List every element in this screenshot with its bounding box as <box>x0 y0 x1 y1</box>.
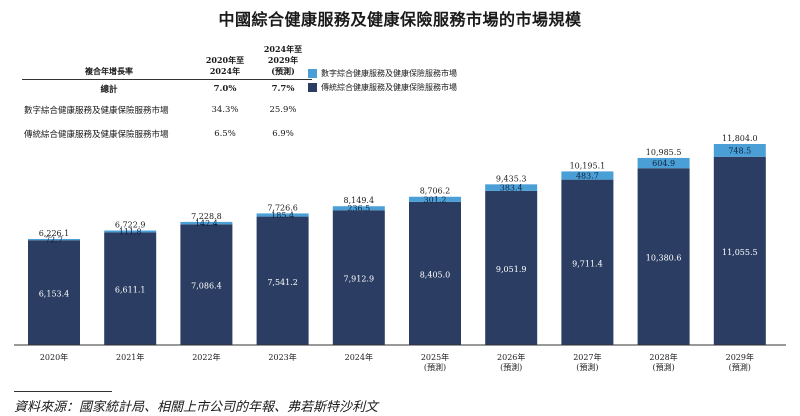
bar-digital <box>256 213 309 217</box>
data-label-traditional: 8,405.0 <box>420 270 451 279</box>
chart-title: 中國綜合健康服務及健康保險服務市場的市場規模 <box>218 10 582 29</box>
total-label: 10,985.5 <box>646 148 682 157</box>
total-label: 9,435.3 <box>496 174 527 183</box>
bar-digital <box>561 171 614 180</box>
data-label-digital: 483.7 <box>576 172 599 181</box>
x-tick-label: 2020年 <box>40 352 68 362</box>
x-tick-label: 2025年 <box>421 352 449 362</box>
cagr-row-value: 7.0% <box>213 84 237 94</box>
total-label: 10,195.1 <box>570 161 606 170</box>
source-note: 資料來源：國家統計局、相關上市公司的年報、弗若斯特沙利文 <box>14 400 379 415</box>
x-tick-sublabel: (預測) <box>729 362 751 372</box>
bar-digital <box>28 238 80 241</box>
cagr-header-col2: 2024年至 2029年 (預測) <box>254 44 312 80</box>
cagr-row-label: 傳統綜合健康服務及健康保險服務市場 <box>24 130 169 140</box>
data-label-traditional: 10,380.6 <box>646 254 682 263</box>
cagr-table: 複合年增長率 2020年至 2024年 2024年至 2029年 (預測) 總計… <box>22 44 312 146</box>
data-label-traditional: 7,541.2 <box>267 278 298 287</box>
bar-traditional <box>332 210 385 345</box>
cagr-row-value: 34.3% <box>211 105 239 115</box>
data-label-digital: 301.2 <box>424 195 447 204</box>
bar-digital <box>485 184 538 191</box>
legend-swatch-digital <box>308 68 317 78</box>
cagr-row-value: 25.9% <box>269 105 297 115</box>
total-label: 11,804.0 <box>722 134 758 143</box>
bar-traditional <box>104 232 157 345</box>
x-tick-sublabel: (預測) <box>576 362 598 372</box>
data-label-digital: 236.5 <box>347 204 370 213</box>
total-label: 8,706.2 <box>420 187 451 196</box>
bar-digital <box>637 157 690 169</box>
bar-traditional <box>637 168 690 345</box>
x-tick-label: 2028年 <box>649 352 677 362</box>
total-label: 8,149.4 <box>344 196 375 205</box>
chart-legend: 數字綜合健康服務及健康保險服務市場 傳統綜合健康服務及健康保險服務市場 <box>308 66 457 94</box>
bar-digital <box>180 221 233 225</box>
bar-traditional <box>28 240 80 345</box>
data-label-traditional: 7,086.4 <box>191 282 222 291</box>
total-label: 7,228.8 <box>191 212 222 221</box>
x-tick-sublabel: (預測) <box>424 362 446 372</box>
data-label-traditional: 6,153.4 <box>39 290 70 299</box>
bar-digital <box>713 144 766 157</box>
x-tick-label: 2029年 <box>726 352 754 362</box>
cagr-row-value: 6.9% <box>272 129 294 139</box>
bar-traditional <box>180 224 233 345</box>
data-label-traditional: 11,055.5 <box>722 248 758 257</box>
data-label-traditional: 7,912.9 <box>344 275 375 284</box>
x-tick-sublabel: (預測) <box>652 362 674 372</box>
data-label-digital: 185.4 <box>271 211 294 220</box>
data-label-digital: 72.7 <box>45 236 63 245</box>
legend-item-digital: 數字綜合健康服務及健康保險服務市場 <box>308 66 457 80</box>
total-label: 6,722.9 <box>115 221 146 230</box>
data-label-traditional: 9,711.4 <box>572 259 603 268</box>
x-tick-label: 2022年 <box>192 352 220 362</box>
data-label-digital: 748.5 <box>728 146 751 155</box>
bar-traditional <box>409 201 461 345</box>
bar-traditional <box>256 216 309 345</box>
data-label-digital: 142.4 <box>195 219 218 228</box>
bar-traditional <box>485 190 538 345</box>
cagr-row-value: 7.7% <box>271 84 295 94</box>
cagr-row-label: 總計 <box>100 85 118 95</box>
bar-digital <box>104 230 157 233</box>
x-tick-label: 2027年 <box>573 352 601 362</box>
legend-item-traditional: 傳統綜合健康服務及健康保險服務市場 <box>308 80 457 94</box>
x-tick-label: 2021年 <box>116 352 144 362</box>
data-label-traditional: 6,611.1 <box>115 286 146 295</box>
legend-swatch-traditional <box>308 82 317 92</box>
x-tick-label: 2024年 <box>345 352 373 362</box>
cagr-header-label: 複合年增長率 <box>22 44 196 80</box>
bar-digital <box>409 196 461 202</box>
x-tick-sublabel: (預測) <box>500 362 522 372</box>
data-label-digital: 604.9 <box>652 159 675 168</box>
cagr-row-value: 6.5% <box>214 129 236 139</box>
total-label: 6,226.1 <box>39 229 70 238</box>
source-divider <box>14 391 112 392</box>
cagr-row-label: 數字綜合健康服務及健康保險服務市場 <box>24 106 169 116</box>
data-label-digital: 383.4 <box>500 184 523 193</box>
bar-digital <box>332 206 385 211</box>
cagr-header-col1: 2020年至 2024年 <box>196 44 254 80</box>
x-tick-label: 2023年 <box>268 352 296 362</box>
data-label-traditional: 9,051.9 <box>496 265 527 274</box>
legend-label-digital: 數字綜合健康服務及健康保險服務市場 <box>321 68 457 78</box>
total-label: 7,726.6 <box>267 203 298 212</box>
bar-traditional <box>561 179 614 345</box>
legend-label-traditional: 傳統綜合健康服務及健康保險服務市場 <box>321 82 457 92</box>
data-label-digital: 111.8 <box>119 227 142 236</box>
bar-traditional <box>713 156 766 345</box>
x-tick-label: 2026年 <box>497 352 525 362</box>
